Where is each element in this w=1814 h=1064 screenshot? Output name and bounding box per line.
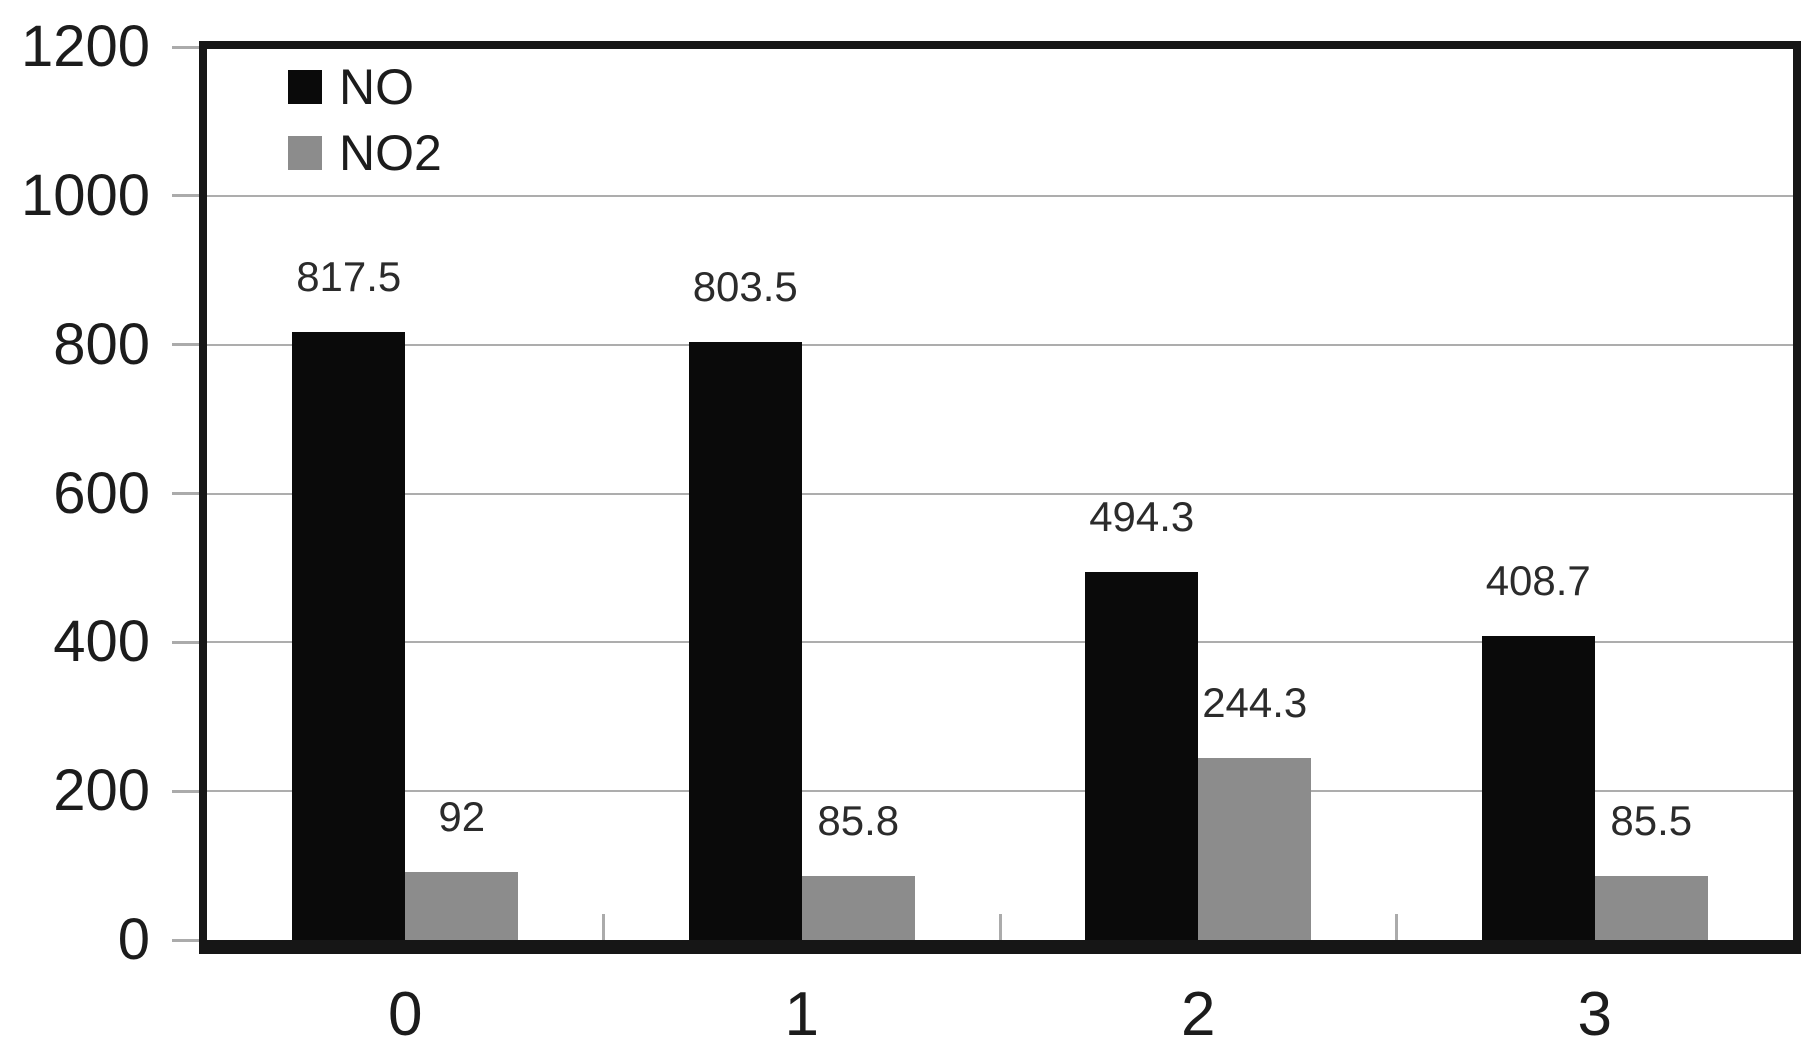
bar-NO-2 <box>1085 572 1199 940</box>
x-axis-tick-3 <box>1395 914 1398 940</box>
y-tick-label-400: 400 <box>53 609 150 675</box>
legend-item-NO2: NO2 <box>288 128 442 178</box>
y-tick-label-1200: 1200 <box>20 14 150 79</box>
x-category-label-1: 1 <box>784 980 819 1049</box>
data-label-NO2-2: 244.3 <box>1202 679 1308 727</box>
y-tick-label-1000: 1000 <box>20 162 150 228</box>
x-axis-tick-2 <box>998 914 1002 940</box>
y-tick-label-600: 600 <box>53 460 150 526</box>
legend-swatch-NO2 <box>288 136 322 170</box>
legend-item-NO: NO <box>288 62 442 112</box>
y-axis-tick-1000 <box>172 194 206 198</box>
bar-NO2-3 <box>1594 876 1708 940</box>
legend: NO NO2 <box>288 62 442 178</box>
x-category-label-2: 2 <box>1181 980 1216 1049</box>
data-label-NO-1: 803.5 <box>692 263 798 311</box>
legend-label-NO2: NO2 <box>339 125 442 181</box>
bar-NO2-0 <box>405 871 519 940</box>
gridline-800 <box>207 343 1793 346</box>
bar-NO2-2 <box>1198 758 1312 940</box>
data-label-NO2-0: 92 <box>438 792 486 840</box>
data-label-NO-3: 408.7 <box>1485 556 1591 604</box>
y-tick-label-800: 800 <box>53 311 150 377</box>
gridline-600 <box>207 492 1793 495</box>
y-axis-tick-200 <box>172 789 206 793</box>
bar-NO-3 <box>1481 635 1595 940</box>
bar-NO-0 <box>292 331 406 940</box>
y-axis-tick-1200 <box>172 45 206 49</box>
gridline-200 <box>207 790 1793 793</box>
data-label-NO-0: 817.5 <box>296 252 402 300</box>
gridline-1000 <box>207 194 1793 197</box>
y-axis-tick-600 <box>172 492 206 495</box>
y-axis-tick-0 <box>172 938 206 942</box>
data-label-NO-2: 494.3 <box>1089 493 1195 541</box>
y-axis-tick-400 <box>172 640 206 644</box>
y-tick-label-200: 200 <box>53 758 150 824</box>
legend-label-NO: NO <box>339 59 414 115</box>
gridline-400 <box>207 641 1793 644</box>
legend-swatch-NO <box>288 70 322 104</box>
y-axis-tick-800 <box>172 343 206 347</box>
x-category-label-3: 3 <box>1577 980 1612 1049</box>
bar-NO2-1 <box>801 876 915 940</box>
bar-NO-1 <box>688 342 802 940</box>
x-category-label-0: 0 <box>388 980 423 1049</box>
data-label-NO2-3: 85.5 <box>1610 797 1693 845</box>
x-axis-tick-1 <box>602 914 605 940</box>
data-label-NO2-1: 85.8 <box>817 797 900 845</box>
y-tick-label-0: 0 <box>117 907 150 972</box>
